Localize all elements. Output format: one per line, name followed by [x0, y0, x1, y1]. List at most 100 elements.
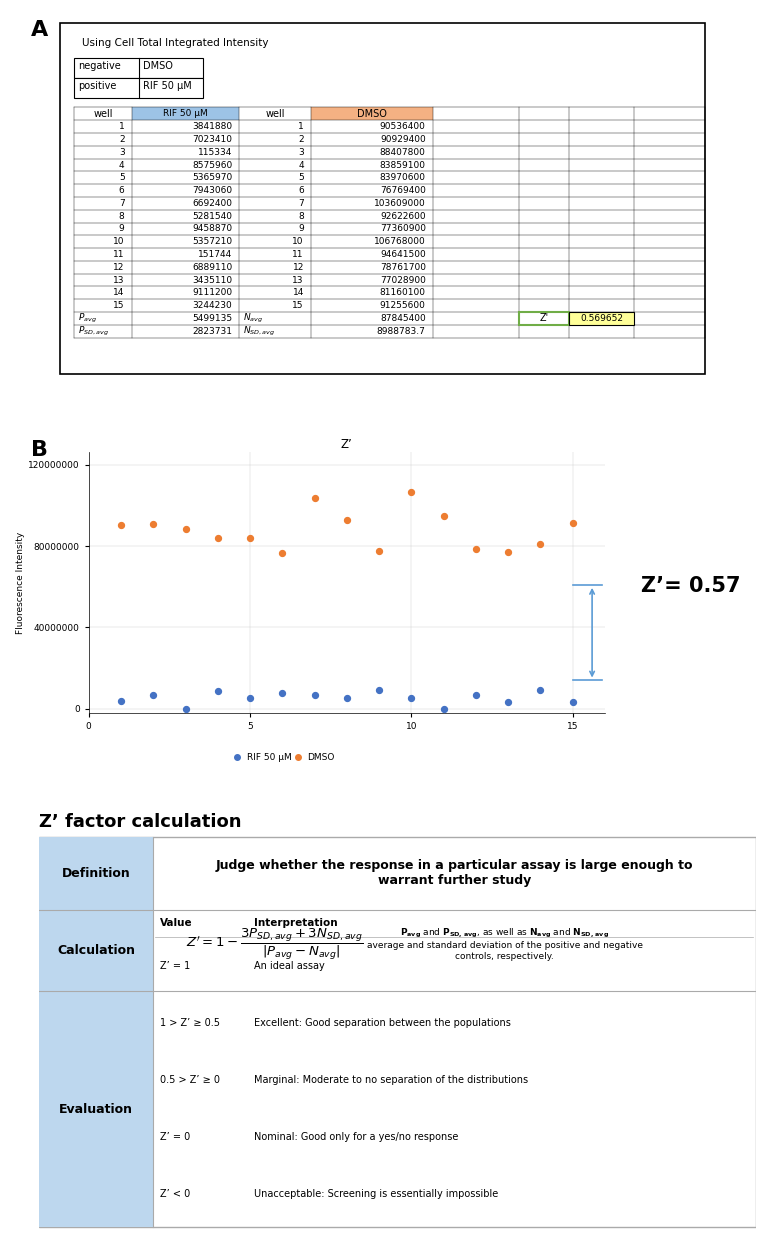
Text: 94641500: 94641500	[380, 250, 426, 260]
Text: Definition: Definition	[62, 866, 130, 880]
Text: Z’ < 0: Z’ < 0	[160, 1189, 190, 1199]
Text: well: well	[93, 109, 113, 119]
Text: 3: 3	[119, 147, 125, 157]
Text: Value: Value	[160, 919, 193, 929]
Text: $N_{avg}$: $N_{avg}$	[243, 312, 263, 324]
Text: 90929400: 90929400	[380, 135, 426, 144]
Text: $Z' = 1 - \dfrac{3P_{SD,avg} + 3N_{SD,avg}}{|P_{avg} - N_{avg}|}$: $Z' = 1 - \dfrac{3P_{SD,avg} + 3N_{SD,av…	[187, 926, 364, 961]
Bar	[39, 910, 153, 991]
Text: 0.5 > Z’ ≥ 0: 0.5 > Z’ ≥ 0	[160, 1075, 221, 1085]
Bar	[74, 59, 204, 79]
Text: RIF 50 μM: RIF 50 μM	[163, 110, 208, 119]
Text: 2: 2	[119, 135, 125, 144]
Text: 6692400: 6692400	[192, 198, 232, 208]
Text: Z’ factor calculation: Z’ factor calculation	[39, 814, 241, 831]
Text: 92622600: 92622600	[380, 212, 426, 221]
Bar	[39, 836, 153, 910]
Text: positive: positive	[78, 81, 116, 91]
Text: 1: 1	[119, 122, 125, 131]
Bar	[132, 107, 239, 120]
Text: 11: 11	[113, 250, 125, 260]
Text: Marginal: Moderate to no separation of the distributions: Marginal: Moderate to no separation of t…	[254, 1075, 528, 1085]
Text: An ideal assay: An ideal assay	[254, 961, 325, 971]
Text: 11: 11	[292, 250, 304, 260]
Text: DMSO: DMSO	[143, 61, 173, 71]
Text: 6889110: 6889110	[192, 263, 232, 272]
Text: 106768000: 106768000	[374, 237, 426, 246]
Text: 77028900: 77028900	[380, 276, 426, 285]
Text: 1 > Z’ ≥ 0.5: 1 > Z’ ≥ 0.5	[160, 1018, 221, 1028]
Text: 5365970: 5365970	[192, 173, 232, 182]
Text: 13: 13	[292, 276, 304, 285]
Text: 9: 9	[298, 225, 304, 233]
Text: well: well	[265, 109, 285, 119]
Text: 3244230: 3244230	[193, 301, 232, 311]
Text: 5: 5	[298, 173, 304, 182]
Text: 87845400: 87845400	[380, 314, 426, 323]
Text: 6: 6	[298, 186, 304, 195]
Text: 7: 7	[298, 198, 304, 208]
Text: 9: 9	[119, 225, 125, 233]
Text: Interpretation: Interpretation	[254, 919, 337, 929]
Text: Evaluation: Evaluation	[59, 1102, 133, 1116]
Text: 13: 13	[113, 276, 125, 285]
Text: 10: 10	[292, 237, 304, 246]
Text: 4: 4	[298, 161, 304, 170]
Text: 9458870: 9458870	[192, 225, 232, 233]
Text: 12: 12	[292, 263, 304, 272]
Text: $P_{avg}$: $P_{avg}$	[78, 312, 97, 324]
Text: 3: 3	[298, 147, 304, 157]
Text: 2: 2	[298, 135, 304, 144]
Text: 14: 14	[113, 288, 125, 297]
Text: Z’ = 0: Z’ = 0	[160, 1132, 190, 1142]
Text: 1: 1	[298, 122, 304, 131]
Text: RIF 50 μM: RIF 50 μM	[143, 81, 191, 91]
Text: 3435110: 3435110	[192, 276, 232, 285]
Text: 77360900: 77360900	[380, 225, 426, 233]
Text: $\mathbf{P_{avg}}$ and $\mathbf{P_{SD,\,avg}}$, as well as $\mathbf{N_{avg}}$ an: $\mathbf{P_{avg}}$ and $\mathbf{P_{SD,\,…	[367, 927, 642, 961]
Bar	[39, 991, 153, 1227]
Text: 9111200: 9111200	[192, 288, 232, 297]
Text: Nominal: Good only for a yes/no response: Nominal: Good only for a yes/no response	[254, 1132, 458, 1142]
Text: negative: negative	[78, 61, 121, 71]
Text: 8988783.7: 8988783.7	[377, 327, 426, 336]
Text: Z’ = 1: Z’ = 1	[160, 961, 190, 971]
Text: Judge whether the response in a particular assay is large enough to
warrant furt: Judge whether the response in a particul…	[216, 859, 693, 887]
Text: 15: 15	[292, 301, 304, 311]
Text: A: A	[32, 20, 49, 40]
Text: 115334: 115334	[198, 147, 232, 157]
Text: 3841880: 3841880	[192, 122, 232, 131]
Text: 5281540: 5281540	[192, 212, 232, 221]
Text: 7023410: 7023410	[192, 135, 232, 144]
Text: 78761700: 78761700	[380, 263, 426, 272]
Text: 8: 8	[119, 212, 125, 221]
Bar	[519, 312, 569, 324]
Text: B: B	[32, 439, 49, 459]
Text: 4: 4	[119, 161, 125, 170]
Text: 151744: 151744	[198, 250, 232, 260]
Text: 6: 6	[119, 186, 125, 195]
Text: Calculation: Calculation	[57, 943, 135, 957]
Text: 0.569652: 0.569652	[580, 314, 623, 323]
Text: $P_{SD,avg}$: $P_{SD,avg}$	[78, 324, 109, 338]
Text: 2823731: 2823731	[192, 327, 232, 336]
Text: 90536400: 90536400	[380, 122, 426, 131]
Bar	[311, 107, 433, 120]
Text: 83970600: 83970600	[380, 173, 426, 182]
Bar	[569, 312, 634, 324]
Text: Excellent: Good separation between the populations: Excellent: Good separation between the p…	[254, 1018, 510, 1028]
Text: 7: 7	[119, 198, 125, 208]
Text: 15: 15	[113, 301, 125, 311]
Text: Using Cell Total Integrated Intensity: Using Cell Total Integrated Intensity	[82, 37, 268, 49]
Text: 12: 12	[113, 263, 125, 272]
Text: 5357210: 5357210	[192, 237, 232, 246]
Text: 14: 14	[292, 288, 304, 297]
Text: 5499135: 5499135	[192, 314, 232, 323]
Text: Unacceptable: Screening is essentially impossible: Unacceptable: Screening is essentially i…	[254, 1189, 498, 1199]
Text: 91255600: 91255600	[380, 301, 426, 311]
Text: 76769400: 76769400	[380, 186, 426, 195]
Text: 10: 10	[113, 237, 125, 246]
Text: 7943060: 7943060	[192, 186, 232, 195]
Text: 103609000: 103609000	[374, 198, 426, 208]
Text: 8575960: 8575960	[192, 161, 232, 170]
